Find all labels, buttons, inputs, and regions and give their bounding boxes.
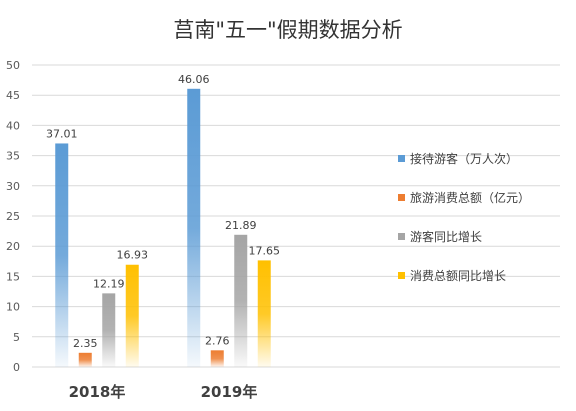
x-tick-label: 2018年: [69, 383, 126, 401]
bar: [102, 293, 116, 367]
legend-item: 接待游客（万人次）: [398, 148, 568, 168]
data-label: 2.76: [205, 334, 230, 347]
legend-swatch: [398, 154, 405, 162]
legend-item: 消费总额同比增长: [398, 265, 568, 285]
data-label: 46.06: [178, 73, 210, 86]
legend-item: 游客同比增长: [398, 226, 568, 246]
legend-label: 游客同比增长: [410, 229, 483, 244]
y-tick-label: 50: [6, 59, 20, 72]
chart-title: 莒南"五一"假期数据分析: [173, 18, 403, 42]
y-tick-label: 0: [13, 361, 20, 374]
bar: [55, 143, 69, 367]
legend-swatch: [398, 271, 405, 279]
y-tick-label: 20: [6, 240, 20, 253]
bar: [78, 352, 92, 367]
data-label: 21.89: [225, 219, 257, 232]
y-tick-label: 10: [6, 301, 20, 314]
bar: [187, 88, 201, 367]
data-label: 2.35: [73, 337, 98, 350]
bar: [210, 350, 224, 367]
y-tick-label: 5: [13, 331, 20, 344]
bar: [257, 260, 271, 367]
y-tick-label: 25: [6, 210, 20, 223]
x-tick-label: 2019年: [201, 383, 258, 401]
legend-label: 接待游客（万人次）: [410, 151, 519, 166]
y-tick-label: 40: [6, 119, 20, 132]
y-tick-label: 35: [6, 150, 20, 163]
legend-swatch: [398, 232, 405, 240]
bar: [234, 234, 248, 367]
y-tick-label: 15: [6, 270, 20, 283]
legend-label: 消费总额同比增长: [410, 268, 507, 283]
legend: 接待游客（万人次） 旅游消费总额（亿元） 游客同比增长消费总额同比增长: [398, 148, 568, 304]
legend-swatch: [398, 193, 405, 201]
y-tick-label: 45: [6, 89, 20, 102]
data-label: 16.93: [117, 249, 149, 262]
data-label: 37.01: [46, 127, 78, 140]
y-tick-label: 30: [6, 180, 20, 193]
data-label: 17.65: [249, 244, 281, 257]
legend-label: 旅游消费总额（亿元）: [410, 190, 531, 205]
data-label: 12.19: [93, 277, 125, 290]
bar: [125, 264, 139, 367]
legend-item: 旅游消费总额（亿元）: [398, 187, 568, 207]
